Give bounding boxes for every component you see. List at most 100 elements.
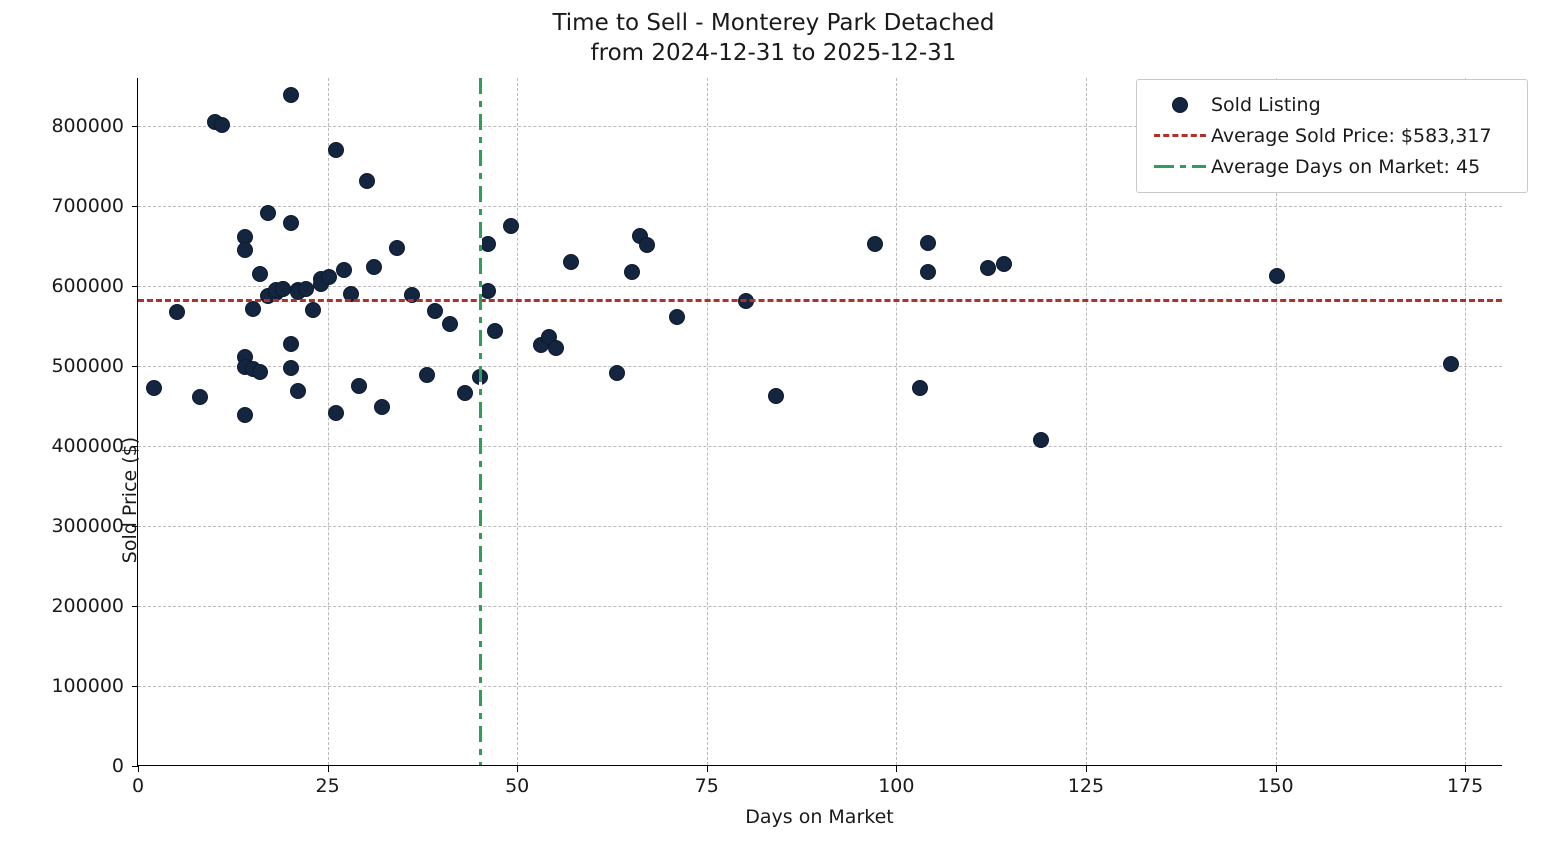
grid-line-vertical xyxy=(1465,78,1467,765)
grid-line-vertical xyxy=(1085,78,1087,765)
scatter-point xyxy=(912,379,929,396)
y-axis-tick xyxy=(132,606,138,607)
chart-title: Time to Sell - Monterey Park Detached fr… xyxy=(0,8,1547,68)
scatter-point xyxy=(275,281,292,298)
scatter-point xyxy=(290,383,307,399)
x-axis-tick xyxy=(517,766,519,772)
x-axis-tick-label: 125 xyxy=(1067,775,1105,797)
scatter-point xyxy=(548,339,565,356)
scatter-point xyxy=(252,363,269,380)
grid-line-horizontal xyxy=(138,686,1502,687)
x-axis-tick-label: 50 xyxy=(505,775,530,797)
scatter-point xyxy=(282,359,299,376)
legend-marker-dashed-line-icon xyxy=(1149,134,1211,137)
scatter-point xyxy=(502,218,519,235)
y-axis-tick xyxy=(132,206,138,207)
grid-line-horizontal xyxy=(138,606,1502,607)
legend-item-average-days-on-market: Average Days on Market: 45 xyxy=(1149,151,1515,182)
x-axis-tick xyxy=(1085,766,1087,772)
scatter-point xyxy=(563,254,580,271)
x-axis-tick xyxy=(327,766,329,772)
x-axis-tick-label: 175 xyxy=(1446,775,1484,797)
chart-title-line1: Time to Sell - Monterey Park Detached xyxy=(552,10,995,36)
scatter-point xyxy=(214,116,231,133)
legend-item-sold-listing: Sold Listing xyxy=(1149,89,1515,120)
scatter-point xyxy=(168,303,185,320)
x-axis-tick xyxy=(1465,766,1467,772)
scatter-point xyxy=(146,379,163,396)
scatter-point xyxy=(441,315,458,332)
grid-line-vertical xyxy=(706,78,708,765)
grid-line-vertical xyxy=(896,78,898,765)
y-axis-tick-label: 500000 xyxy=(51,355,124,377)
scatter-point xyxy=(328,142,345,159)
scatter-point xyxy=(237,242,254,259)
scatter-point xyxy=(358,173,375,190)
scatter-point xyxy=(419,367,436,383)
scatter-point xyxy=(350,378,367,395)
y-axis-tick xyxy=(132,446,138,447)
y-axis-tick-label: 800000 xyxy=(51,115,124,137)
scatter-point xyxy=(919,263,936,280)
scatter-point xyxy=(487,323,504,339)
y-axis-tick-label: 700000 xyxy=(51,195,124,217)
scatter-point xyxy=(623,263,640,280)
scatter-point xyxy=(1442,355,1459,372)
x-axis-tick-label: 100 xyxy=(878,775,915,797)
y-axis-tick xyxy=(132,766,138,767)
legend-marker-dot-icon xyxy=(1149,96,1211,113)
scatter-point xyxy=(980,259,997,276)
grid-line-vertical xyxy=(517,78,519,765)
y-axis-label: Sold Price ($) xyxy=(119,436,141,564)
y-axis-tick xyxy=(132,286,138,287)
scatter-point xyxy=(259,204,276,221)
grid-line-vertical xyxy=(327,78,329,765)
y-axis-tick-label: 0 xyxy=(111,755,124,777)
scatter-point xyxy=(426,303,443,319)
x-axis-label: Days on Market xyxy=(745,806,894,828)
scatter-point xyxy=(366,259,383,275)
scatter-point xyxy=(297,281,314,298)
x-axis-tick-label: 150 xyxy=(1257,775,1294,797)
average-days-on-market-line xyxy=(479,78,483,798)
scatter-point xyxy=(252,266,269,283)
chart-legend: Sold Listing Average Sold Price: $583,31… xyxy=(1136,79,1528,193)
scatter-point xyxy=(244,300,261,317)
x-axis-tick-label: 75 xyxy=(694,775,719,797)
y-axis-tick xyxy=(132,366,138,367)
y-axis-tick-label: 400000 xyxy=(51,435,124,457)
y-axis-tick xyxy=(132,126,138,127)
scatter-point xyxy=(669,309,686,326)
grid-line-horizontal xyxy=(138,126,1502,127)
legend-label-average-sold-price: Average Sold Price: $583,317 xyxy=(1211,124,1492,147)
scatter-point xyxy=(608,365,625,382)
scatter-point xyxy=(457,385,474,402)
scatter-point xyxy=(995,255,1012,272)
legend-label-sold-listing: Sold Listing xyxy=(1211,93,1321,116)
y-axis-tick-label: 100000 xyxy=(51,675,124,697)
scatter-point xyxy=(282,87,299,103)
scatter-point xyxy=(305,302,322,319)
grid-line-horizontal xyxy=(138,206,1502,207)
x-axis-tick xyxy=(1275,766,1277,772)
scatter-point xyxy=(320,269,337,286)
scatter-point xyxy=(191,388,208,405)
scatter-point xyxy=(282,335,299,352)
x-axis-tick xyxy=(896,766,898,772)
scatter-point xyxy=(404,287,420,303)
y-axis-tick xyxy=(132,686,138,687)
grid-line-horizontal xyxy=(138,446,1502,447)
y-axis-tick-label: 300000 xyxy=(51,515,124,537)
chart-title-line2: from 2024-12-31 to 2025-12-31 xyxy=(590,40,957,66)
legend-label-average-days-on-market: Average Days on Market: 45 xyxy=(1211,155,1481,178)
legend-item-average-sold-price: Average Sold Price: $583,317 xyxy=(1149,120,1515,151)
average-sold-price-line xyxy=(138,299,1502,303)
scatter-point xyxy=(1033,431,1050,448)
y-axis-tick-label: 200000 xyxy=(51,595,124,617)
scatter-point xyxy=(866,235,883,252)
scatter-point xyxy=(1268,267,1285,284)
grid-line-horizontal xyxy=(138,286,1502,287)
scatter-point xyxy=(237,407,254,423)
scatter-point xyxy=(388,239,405,256)
